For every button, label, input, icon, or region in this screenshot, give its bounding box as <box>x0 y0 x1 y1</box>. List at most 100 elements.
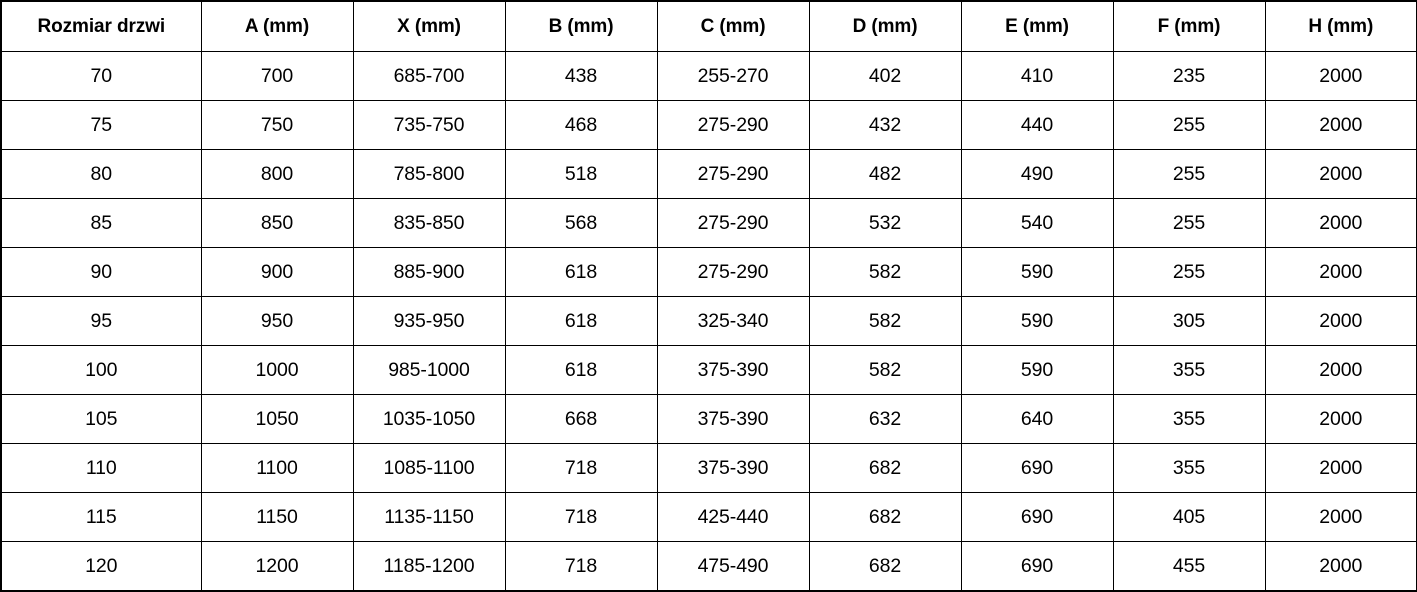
table-header: Rozmiar drzwi A (mm) X (mm) B (mm) C (mm) D (… <box>0 0 1417 52</box>
table-row: 90 900 885-900 618 275-290 582 590 255 2000 <box>0 247 1417 297</box>
cell-f: 355 <box>1112 394 1266 444</box>
cell-x: 885-900 <box>352 247 506 297</box>
cell-a: 800 <box>200 149 354 199</box>
cell-door-size: 105 <box>0 394 202 444</box>
cell-a: 750 <box>200 100 354 150</box>
cell-d: 632 <box>808 394 962 444</box>
cell-b: 718 <box>504 443 658 493</box>
cell-door-size: 95 <box>0 296 202 346</box>
cell-h: 2000 <box>1264 492 1417 542</box>
cell-door-size: 90 <box>0 247 202 297</box>
table-row: 85 850 835-850 568 275-290 532 540 255 2000 <box>0 198 1417 248</box>
cell-c: 255-270 <box>656 51 810 101</box>
cell-door-size: 115 <box>0 492 202 542</box>
cell-c: 275-290 <box>656 149 810 199</box>
cell-door-size: 100 <box>0 345 202 395</box>
cell-a: 850 <box>200 198 354 248</box>
cell-a: 950 <box>200 296 354 346</box>
cell-door-size: 70 <box>0 51 202 101</box>
cell-f: 255 <box>1112 100 1266 150</box>
cell-c: 325-340 <box>656 296 810 346</box>
cell-e: 490 <box>960 149 1114 199</box>
cell-d: 582 <box>808 345 962 395</box>
cell-h: 2000 <box>1264 296 1417 346</box>
cell-c: 475-490 <box>656 541 810 592</box>
cell-a: 1000 <box>200 345 354 395</box>
cell-a: 1100 <box>200 443 354 493</box>
column-header-2: X (mm) <box>352 0 506 52</box>
table-row: 70 700 685-700 438 255-270 402 410 235 2000 <box>0 51 1417 101</box>
cell-x: 735-750 <box>352 100 506 150</box>
cell-f: 235 <box>1112 51 1266 101</box>
cell-f: 255 <box>1112 247 1266 297</box>
cell-a: 1150 <box>200 492 354 542</box>
cell-d: 582 <box>808 247 962 297</box>
cell-b: 718 <box>504 492 658 542</box>
column-header-6: E (mm) <box>960 0 1114 52</box>
cell-c: 425-440 <box>656 492 810 542</box>
cell-x: 1135-1150 <box>352 492 506 542</box>
cell-a: 1050 <box>200 394 354 444</box>
cell-h: 2000 <box>1264 247 1417 297</box>
table-row: 95 950 935-950 618 325-340 582 590 305 2000 <box>0 296 1417 346</box>
cell-x: 1035-1050 <box>352 394 506 444</box>
cell-d: 482 <box>808 149 962 199</box>
cell-b: 468 <box>504 100 658 150</box>
table-row: 100 1000 985-1000 618 375-390 582 590 355 2000 <box>0 345 1417 395</box>
cell-e: 590 <box>960 247 1114 297</box>
table-row: 110 1100 1085-1100 718 375-390 682 690 355 2000 <box>0 443 1417 493</box>
cell-d: 402 <box>808 51 962 101</box>
cell-h: 2000 <box>1264 345 1417 395</box>
cell-h: 2000 <box>1264 394 1417 444</box>
cell-e: 540 <box>960 198 1114 248</box>
cell-b: 718 <box>504 541 658 592</box>
cell-c: 375-390 <box>656 443 810 493</box>
cell-c: 275-290 <box>656 247 810 297</box>
cell-x: 835-850 <box>352 198 506 248</box>
cell-f: 355 <box>1112 345 1266 395</box>
cell-d: 582 <box>808 296 962 346</box>
cell-d: 682 <box>808 541 962 592</box>
cell-x: 935-950 <box>352 296 506 346</box>
cell-f: 355 <box>1112 443 1266 493</box>
column-header-4: C (mm) <box>656 0 810 52</box>
column-header-0: Rozmiar drzwi <box>0 0 202 52</box>
table-row: 80 800 785-800 518 275-290 482 490 255 2000 <box>0 149 1417 199</box>
cell-d: 682 <box>808 492 962 542</box>
column-header-5: D (mm) <box>808 0 962 52</box>
cell-x: 685-700 <box>352 51 506 101</box>
cell-f: 255 <box>1112 198 1266 248</box>
cell-f: 305 <box>1112 296 1266 346</box>
cell-b: 618 <box>504 345 658 395</box>
table-body: 70 700 685-700 438 255-270 402 410 235 2000 75 750… <box>0 51 1417 592</box>
cell-e: 640 <box>960 394 1114 444</box>
cell-d: 532 <box>808 198 962 248</box>
cell-x: 985-1000 <box>352 345 506 395</box>
cell-b: 518 <box>504 149 658 199</box>
cell-h: 2000 <box>1264 149 1417 199</box>
cell-e: 410 <box>960 51 1114 101</box>
cell-door-size: 85 <box>0 198 202 248</box>
cell-f: 405 <box>1112 492 1266 542</box>
cell-e: 590 <box>960 296 1114 346</box>
cell-door-size: 75 <box>0 100 202 150</box>
cell-h: 2000 <box>1264 198 1417 248</box>
cell-h: 2000 <box>1264 443 1417 493</box>
table-row: 115 1150 1135-1150 718 425-440 682 690 405 2000 <box>0 492 1417 542</box>
cell-door-size: 120 <box>0 541 202 592</box>
table-row: 105 1050 1035-1050 668 375-390 632 640 355 2000 <box>0 394 1417 444</box>
cell-f: 455 <box>1112 541 1266 592</box>
cell-a: 900 <box>200 247 354 297</box>
cell-b: 618 <box>504 296 658 346</box>
cell-f: 255 <box>1112 149 1266 199</box>
cell-h: 2000 <box>1264 51 1417 101</box>
column-header-1: A (mm) <box>200 0 354 52</box>
column-header-3: B (mm) <box>504 0 658 52</box>
table-row: 75 750 735-750 468 275-290 432 440 255 2000 <box>0 100 1417 150</box>
cell-e: 690 <box>960 541 1114 592</box>
column-header-7: F (mm) <box>1112 0 1266 52</box>
cell-c: 275-290 <box>656 198 810 248</box>
column-header-8: H (mm) <box>1264 0 1417 52</box>
